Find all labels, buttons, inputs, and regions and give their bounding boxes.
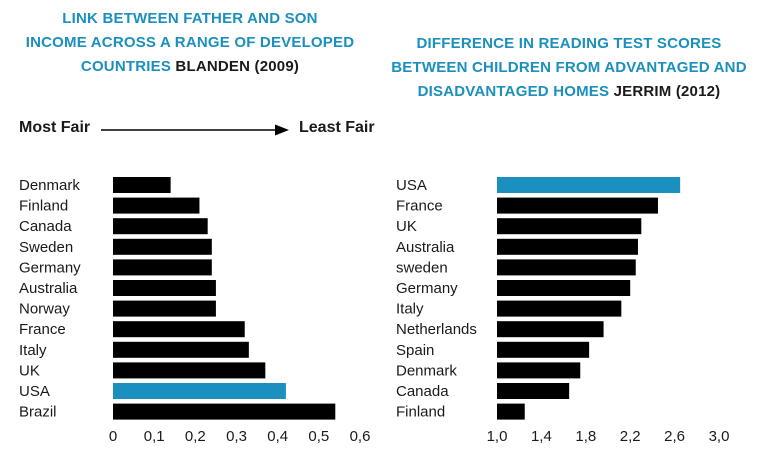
right-category-label-uk: UK [396, 218, 417, 235]
right-category-label-usa: USA [396, 177, 427, 194]
right-title-line-1: DIFFERENCE IN READING TEST SCORES [416, 35, 722, 52]
right-x-tick-label: 1,8 [575, 428, 596, 445]
left-bar-norway [113, 300, 216, 317]
left-bar-germany [113, 259, 212, 276]
fairness-arrow [101, 124, 289, 136]
right-x-tick-label: 1,4 [531, 428, 552, 445]
right-category-label-spain: Spain [396, 342, 434, 359]
left-title-line-1: LINK BETWEEN FATHER AND SON [62, 10, 318, 27]
right-category-label-france: France [396, 198, 443, 215]
left-title-line-2: INCOME ACROSS A RANGE OF DEVELOPED [25, 34, 355, 51]
right-category-label-canada: Canada [396, 383, 449, 400]
left-bar-brazil [113, 403, 336, 420]
most-fair-label: Most Fair [19, 119, 91, 136]
left-x-tick-label: 0,5 [308, 428, 329, 445]
right-bar-germany [497, 280, 631, 296]
right-bar-denmark [497, 362, 581, 379]
left-bar-uk [113, 362, 266, 379]
left-category-label-germany: Germany [19, 259, 81, 276]
left-chart: Denmark Finland Canada Sweden Germany Austral… [19, 177, 370, 445]
right-category-label-denmark: Denmark [396, 362, 457, 379]
right-chart: USA France UK Australia sweden Germany Italy Ne… [396, 177, 729, 445]
right-bar-italy [497, 300, 622, 317]
right-category-label-australia: Australia [396, 239, 455, 256]
right-x-tick-label: 2,2 [620, 428, 641, 445]
right-chart-source: JERRIM (2012) [613, 83, 721, 100]
left-x-tick-label: 0,3 [226, 428, 247, 445]
left-category-label-australia: Australia [19, 280, 78, 297]
left-x-tick-label: 0,1 [144, 428, 165, 445]
left-category-label-brazil: Brazil [19, 404, 57, 421]
left-bar-canada [113, 218, 208, 235]
left-title-line-3: COUNTRIES BLANDEN (2009) [80, 58, 300, 75]
left-category-label-usa: USA [19, 383, 50, 400]
fairness-arrow-head [275, 124, 289, 136]
left-bar-australia [113, 280, 216, 296]
left-category-label-france: France [19, 321, 66, 338]
left-category-label-norway: Norway [19, 301, 70, 318]
right-bar-finland [497, 403, 525, 420]
left-bar-finland [113, 197, 200, 214]
right-bar-sweden [497, 259, 636, 276]
right-category-label-sweden: sweden [396, 259, 448, 276]
right-bar-uk [497, 218, 642, 235]
left-category-label-italy: Italy [19, 342, 47, 359]
right-bar-netherlands [497, 321, 604, 338]
left-bar-usa [113, 383, 286, 399]
right-chart-title: DIFFERENCE IN READING TEST SCORES BETWEE… [388, 32, 750, 104]
left-x-tick-label: 0,6 [350, 428, 371, 445]
left-bar-france [113, 321, 245, 338]
right-bar-france [497, 197, 658, 214]
right-category-label-netherlands: Netherlands [396, 321, 477, 338]
left-x-tick-label: 0,2 [185, 428, 206, 445]
right-bar-canada [497, 383, 570, 399]
right-bar-australia [497, 238, 638, 255]
left-category-label-sweden: Sweden [19, 239, 73, 256]
left-bar-denmark [113, 177, 171, 193]
right-category-label-finland: Finland [396, 404, 445, 421]
right-category-label-germany: Germany [396, 280, 458, 297]
left-bar-italy [113, 341, 249, 358]
left-chart-source: BLANDEN (2009) [175, 58, 300, 75]
right-x-tick-label: 1,0 [487, 428, 508, 445]
right-title-line-3: DISADVANTAGED HOMES JERRIM (2012) [417, 83, 721, 100]
right-bar-usa [497, 177, 681, 193]
left-x-tick-label: 0,4 [267, 428, 288, 445]
right-x-tick-label: 3,0 [709, 428, 730, 445]
right-x-tick-label: 2,6 [664, 428, 685, 445]
left-category-label-finland: Finland [19, 198, 68, 215]
left-bar-sweden [113, 238, 212, 255]
left-category-label-denmark: Denmark [19, 177, 80, 194]
right-category-label-italy: Italy [396, 301, 424, 318]
left-category-label-uk: UK [19, 362, 40, 379]
right-title-line-2: BETWEEN CHILDREN FROM ADVANTAGED AND [391, 59, 747, 76]
left-chart-title: LINK BETWEEN FATHER AND SON INCOME ACROS… [12, 7, 368, 79]
left-x-tick-label: 0 [109, 428, 117, 445]
left-category-label-canada: Canada [19, 218, 72, 235]
right-bar-spain [497, 341, 590, 358]
least-fair-label: Least Fair [299, 119, 375, 136]
